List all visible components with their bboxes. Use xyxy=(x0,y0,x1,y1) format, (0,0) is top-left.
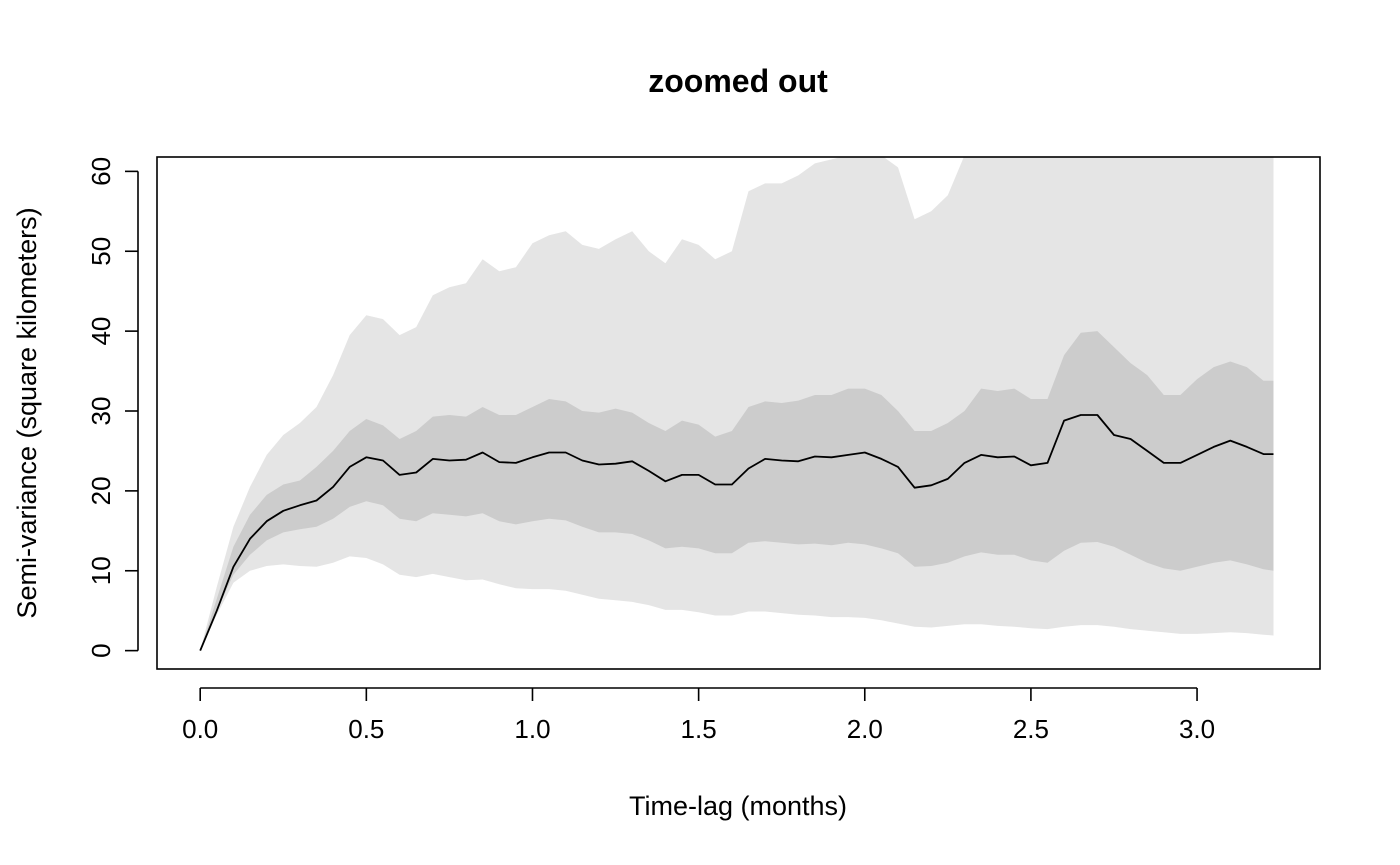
y-axis: 0 10 20 30 40 50 60 xyxy=(86,157,139,658)
inner-confidence-band xyxy=(200,331,1274,651)
y-axis-label: Semi-variance (square kilometers) xyxy=(12,207,42,618)
x-tick-label: 0.0 xyxy=(182,714,218,744)
x-tick-label: 2.0 xyxy=(847,714,883,744)
x-tick-label: 3.0 xyxy=(1179,714,1215,744)
y-tick-label: 30 xyxy=(86,397,116,426)
y-tick-label: 20 xyxy=(86,476,116,505)
y-tick-label: 50 xyxy=(86,237,116,266)
x-tick-label: 1.5 xyxy=(681,714,717,744)
x-axis: 0.0 0.5 1.0 1.5 2.0 2.5 3.0 xyxy=(182,687,1215,744)
x-tick-label: 2.5 xyxy=(1013,714,1049,744)
x-axis-label: Time-lag (months) xyxy=(629,791,847,821)
chart-title: zoomed out xyxy=(648,63,828,99)
semi-variance-estimate-line xyxy=(199,414,1274,651)
x-tick-label: 1.0 xyxy=(514,714,550,744)
y-tick-label: 10 xyxy=(86,556,116,585)
estimate-line-group xyxy=(199,414,1274,651)
y-tick-label: 0 xyxy=(86,643,116,657)
plot-frame xyxy=(156,156,1321,670)
y-tick-label: 40 xyxy=(86,317,116,346)
y-tick-label: 60 xyxy=(86,157,116,186)
confidence-bands xyxy=(200,157,1274,651)
x-tick-label: 0.5 xyxy=(348,714,384,744)
